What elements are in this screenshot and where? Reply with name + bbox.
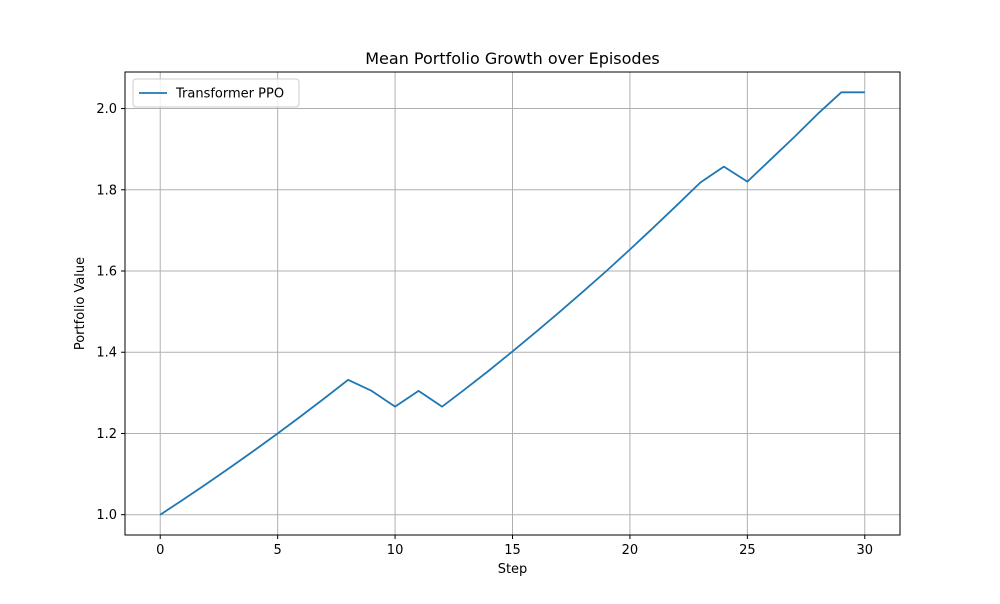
y-tick-label: 2.0 (96, 102, 117, 117)
legend: Transformer PPO (132, 78, 300, 108)
y-tick-label: 1.8 (96, 183, 117, 198)
legend-box (132, 78, 300, 108)
ticks: 0 5 10 15 20 25 30 1.0 1.2 1.4 1.6 1.8 2.0 (96, 102, 873, 558)
x-axis-label: Step (498, 562, 528, 577)
y-tick-label: 1.6 (96, 265, 117, 280)
x-tick-label: 0 (156, 543, 164, 558)
series-line (159, 91, 865, 516)
x-tick-label: 5 (274, 543, 282, 558)
chart-title: Mean Portfolio Growth over Episodes (365, 49, 660, 68)
y-tick-label: 1.2 (96, 427, 117, 442)
x-tick-label: 20 (622, 543, 639, 558)
y-axis-label: Portfolio Value (73, 257, 88, 350)
x-tick-label: 30 (856, 543, 873, 558)
legend-label: Transformer PPO (175, 87, 284, 102)
x-tick-label: 25 (739, 543, 756, 558)
x-tick-label: 15 (504, 543, 521, 558)
series-layer (159, 91, 865, 516)
x-tick-label: 10 (387, 543, 404, 558)
y-tick-label: 1.4 (96, 346, 117, 361)
y-tick-label: 1.0 (96, 508, 117, 523)
